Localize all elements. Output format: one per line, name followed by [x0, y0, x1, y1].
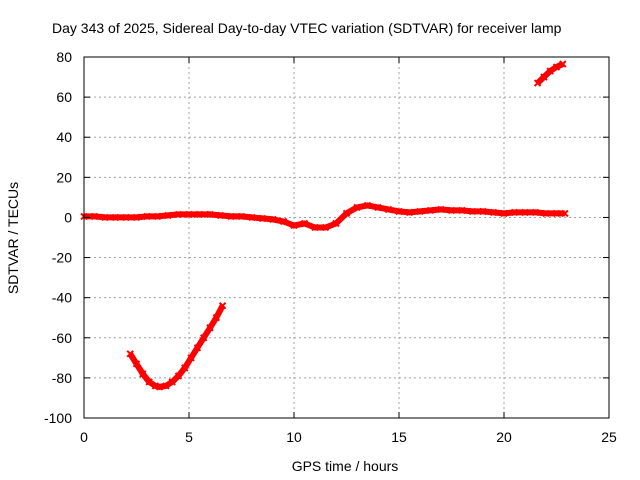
data-point	[206, 324, 214, 332]
x-tick-label: 25	[601, 429, 617, 445]
data-point	[237, 212, 246, 221]
data-point	[90, 212, 99, 221]
data-point	[132, 360, 141, 368]
data-point	[342, 209, 351, 218]
series-line-arc-low	[127, 304, 226, 390]
data-point	[510, 208, 519, 217]
data-point	[145, 378, 153, 386]
x-tick-label: 10	[286, 429, 302, 445]
x-tick-label: 5	[185, 429, 193, 445]
data-point	[559, 60, 567, 68]
data-point	[321, 223, 330, 232]
data-point	[212, 314, 221, 322]
y-tick-label: -40	[52, 290, 72, 306]
y-tick-label: -60	[52, 330, 72, 346]
data-point	[111, 213, 120, 222]
data-point	[533, 79, 542, 87]
data-point	[101, 213, 109, 222]
y-tick-label: 40	[56, 129, 72, 145]
data-point	[447, 206, 456, 215]
data-point	[561, 209, 569, 218]
y-tick-label: 80	[56, 49, 72, 65]
data-point	[187, 354, 195, 362]
data-point	[279, 217, 288, 226]
x-tick-label: 0	[80, 429, 88, 445]
data-point	[311, 223, 319, 232]
data-point	[363, 201, 372, 210]
data-point	[552, 209, 561, 218]
data-series	[80, 60, 569, 391]
data-point	[155, 383, 164, 391]
data-point	[552, 63, 561, 71]
data-point	[153, 212, 162, 221]
y-axis-label: SDTVAR / TECUs	[5, 182, 21, 294]
data-point	[258, 214, 267, 223]
data-point	[218, 301, 227, 310]
data-point	[384, 205, 393, 214]
data-point	[353, 203, 361, 212]
data-point	[300, 219, 309, 228]
data-point	[540, 73, 548, 81]
y-tick-label: -100	[44, 410, 72, 426]
data-point	[126, 350, 134, 358]
data-point	[479, 207, 487, 216]
y-tick-labels: -100 -80 -60 -40 -20 0 20 40 60 80	[44, 49, 72, 426]
data-point	[168, 378, 176, 386]
data-point	[542, 209, 550, 218]
data-point	[227, 212, 235, 221]
x-axis-label: GPS time / hours	[292, 458, 399, 474]
data-point	[521, 208, 529, 217]
data-point	[143, 212, 151, 221]
data-point	[132, 213, 141, 222]
chart-title: Day 343 of 2025, Sidereal Day-to-day VTE…	[52, 20, 562, 36]
data-point	[139, 370, 147, 378]
data-point	[468, 207, 477, 216]
data-point	[199, 334, 208, 342]
data-point	[395, 207, 403, 216]
data-point	[489, 208, 498, 217]
data-point	[405, 208, 414, 217]
data-point	[174, 372, 183, 380]
data-point	[162, 382, 170, 390]
data-point	[181, 364, 189, 372]
plot-frame	[83, 56, 610, 419]
x-tick-label: 15	[391, 429, 407, 445]
data-point	[185, 210, 193, 219]
data-point	[426, 206, 435, 215]
data-point	[164, 211, 172, 220]
data-point	[206, 210, 214, 219]
y-tick-label: 20	[56, 169, 72, 185]
y-tick-label: -80	[52, 370, 72, 386]
data-point	[174, 210, 183, 219]
x-tick-labels: 0 5 10 15 20 25	[80, 429, 617, 445]
data-point	[248, 213, 256, 222]
axis-ticks	[83, 56, 610, 419]
data-point	[437, 205, 445, 214]
data-point	[500, 209, 508, 218]
data-point	[269, 215, 277, 224]
data-point	[122, 213, 130, 222]
data-point	[332, 219, 340, 228]
data-point	[195, 210, 204, 219]
data-point	[374, 203, 382, 212]
data-point	[193, 344, 202, 352]
y-tick-label: 60	[56, 89, 72, 105]
data-point	[546, 67, 554, 75]
y-tick-label: -20	[52, 250, 72, 266]
data-point	[416, 207, 424, 216]
data-point	[531, 208, 540, 217]
y-tick-label: 0	[64, 209, 72, 225]
data-point	[216, 211, 225, 220]
data-point	[290, 221, 298, 230]
data-point	[458, 206, 466, 215]
x-tick-label: 20	[496, 429, 512, 445]
